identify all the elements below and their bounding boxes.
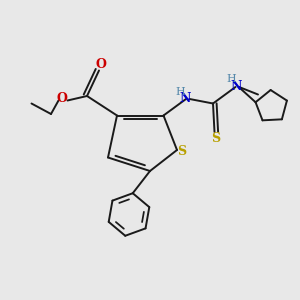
Text: O: O bbox=[56, 92, 67, 106]
Text: H: H bbox=[176, 87, 185, 98]
Text: S: S bbox=[177, 145, 186, 158]
Text: H: H bbox=[226, 74, 236, 85]
Text: S: S bbox=[212, 132, 220, 145]
Text: N: N bbox=[230, 80, 242, 93]
Text: N: N bbox=[180, 92, 191, 105]
Text: O: O bbox=[95, 58, 106, 71]
